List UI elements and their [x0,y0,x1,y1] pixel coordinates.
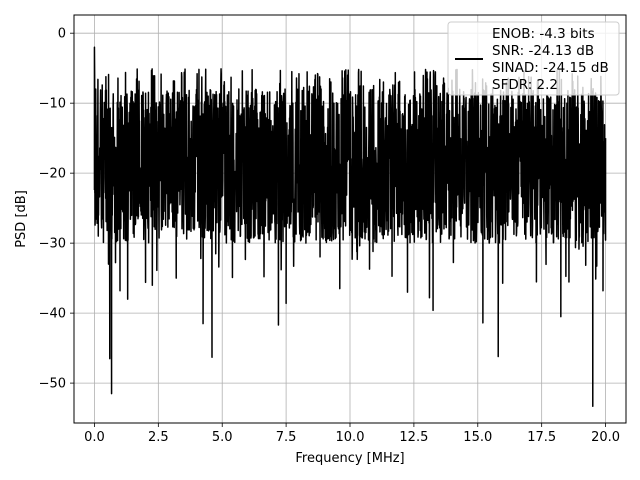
x-tick-label: 7.5 [276,430,297,445]
y-tick-label: −30 [39,237,66,252]
legend-snr: SNR: -24.13 dB [492,43,594,59]
legend-enob: ENOB: -4.3 bits [492,26,595,42]
legend-sfdr: SFDR: 2.2 [492,77,558,93]
x-tick-label: 10.0 [336,430,365,445]
legend-box [447,21,620,96]
y-tick-label: −20 [39,167,66,182]
x-axis-label: Frequency [MHz] [295,451,404,466]
x-tick-label: 0.0 [84,430,105,445]
x-axis: 0.0 2.5 5.0 7.5 10.0 12.5 15.0 17.5 20.0 [84,423,620,445]
x-tick-label: 20.0 [591,430,620,445]
y-tick-label: −10 [39,97,66,112]
y-axis-label: PSD [dB] [14,190,29,248]
y-tick-label: 0 [58,27,66,42]
x-tick-label: 15.0 [463,430,492,445]
x-tick-label: 2.5 [148,430,169,445]
x-tick-label: 12.5 [399,430,428,445]
y-tick-label: −50 [39,377,66,392]
legend-sinad: SINAD: -24.15 dB [492,60,609,76]
legend: ENOB: -4.3 bits SNR: -24.13 dB SINAD: -2… [447,21,620,96]
x-tick-label: 5.0 [212,430,233,445]
psd-series-line [93,46,607,407]
psd-trace [93,46,607,407]
x-tick-label: 17.5 [527,430,556,445]
y-axis: 0 −10 −20 −30 −40 −50 [39,27,74,392]
y-tick-label: −40 [39,307,66,322]
